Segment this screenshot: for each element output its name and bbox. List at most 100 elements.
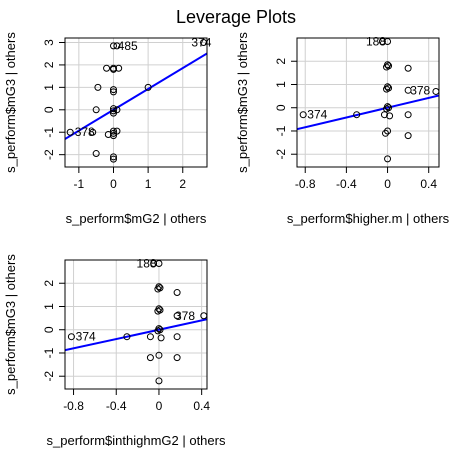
data-point	[146, 354, 154, 362]
data-point	[92, 150, 100, 158]
y-tick-label: 1	[42, 84, 56, 91]
data-point	[404, 132, 412, 140]
data-point	[155, 377, 163, 385]
data-point	[173, 312, 181, 320]
data-point	[109, 105, 117, 113]
data-point	[381, 129, 389, 137]
data-point	[299, 111, 307, 119]
x-tick-label: 2	[179, 177, 186, 191]
data-point	[380, 111, 388, 119]
x-tick-label: -0.8	[63, 399, 84, 413]
data-point	[94, 83, 102, 91]
point-label: 374	[76, 330, 96, 344]
data-point	[353, 111, 361, 119]
data-point	[109, 88, 117, 96]
point-label: 378	[175, 309, 195, 323]
plot-panels: 485 374 378 -1 0 1 2 -2 -1 0 1 2 3 s_perform$mG2 | ot…	[3, 32, 450, 448]
data-point	[123, 333, 131, 341]
data-point	[104, 130, 112, 138]
data-point	[432, 87, 440, 95]
x-tick-label: 0	[110, 177, 117, 191]
data-point	[66, 128, 74, 136]
y-tick-label: -1	[42, 127, 56, 138]
data-point	[404, 64, 412, 72]
point-label: 188	[366, 34, 386, 48]
data-point	[113, 127, 121, 135]
y-tick-label: -1	[274, 125, 288, 136]
x-tick-label: 1	[145, 177, 152, 191]
y-tick-label: 2	[274, 58, 288, 65]
y-axis-label: s_perform$mG3 | others	[3, 32, 18, 173]
point-label: 485	[118, 39, 138, 53]
x-axis-label: s_perform$higher.m | others	[287, 211, 450, 226]
data-point	[404, 86, 412, 94]
point-label: 188	[137, 256, 157, 270]
data-point	[386, 112, 394, 120]
y-axis-label: s_perform$mG3 | others	[235, 32, 250, 173]
data-point	[384, 127, 392, 135]
regression-line	[297, 94, 439, 131]
y-tick-label: -2	[42, 371, 56, 382]
data-point	[115, 64, 123, 72]
data-point	[67, 333, 75, 341]
y-tick-label: -1	[42, 347, 56, 358]
x-axis-label: s_perform$mG2 | others	[66, 211, 207, 226]
x-axis-label: s_perform$inthighmG2 | others	[47, 433, 226, 448]
regression-line	[65, 52, 207, 140]
x-tick-label: -0.4	[336, 177, 357, 191]
data-point	[89, 128, 97, 136]
data-point	[173, 333, 181, 341]
data-point	[155, 351, 163, 359]
y-tick-label: 2	[42, 280, 56, 287]
y-tick-label: 1	[274, 81, 288, 88]
figure-title: Leverage Plots	[176, 7, 296, 27]
data-point	[109, 42, 117, 50]
y-tick-label: 2	[42, 61, 56, 68]
data-point	[157, 334, 165, 342]
data-point	[113, 42, 121, 50]
data-point	[144, 83, 152, 91]
plot-frame	[64, 259, 208, 390]
data-point	[154, 307, 162, 315]
y-tick-label: -2	[42, 149, 56, 160]
data-point	[109, 65, 117, 73]
data-point	[384, 155, 392, 163]
data-point	[109, 107, 117, 115]
data-point	[109, 153, 117, 161]
x-tick-label: 0	[156, 399, 163, 413]
y-tick-label: 1	[42, 303, 56, 310]
leverage-plot-3: 188 374 378 -0.8 -0.4 0 0.4 -2 -1 0 1 2 s_perform$in…	[3, 254, 226, 448]
data-point	[154, 327, 162, 335]
plot-frame	[296, 37, 440, 168]
data-point	[109, 127, 117, 135]
data-point	[154, 285, 162, 293]
data-point	[404, 111, 412, 119]
data-point	[92, 106, 100, 114]
y-tick-label: 3	[42, 39, 56, 46]
x-tick-label: -0.8	[295, 177, 316, 191]
point-label: 378	[75, 125, 95, 139]
y-tick-label: -2	[274, 149, 288, 160]
x-tick-label: 0.4	[193, 399, 210, 413]
data-point	[109, 132, 117, 140]
y-tick-label: 0	[42, 106, 56, 113]
data-point	[383, 85, 391, 93]
y-axis-label: s_perform$mG3 | others	[3, 254, 18, 395]
data-point	[173, 289, 181, 297]
regression-line	[65, 318, 207, 352]
plot-frame	[64, 37, 208, 168]
x-tick-label: 0	[384, 177, 391, 191]
data-point	[383, 63, 391, 71]
data-point	[103, 64, 111, 72]
data-point	[173, 354, 181, 362]
x-tick-label: -0.4	[106, 399, 127, 413]
leverage-plot-2: 188 374 378 -0.8 -0.4 0 0.4 -2 -1 0 1 2 s_perform$hi…	[235, 32, 450, 226]
y-tick-label: 0	[42, 326, 56, 333]
x-tick-label: 0.4	[420, 177, 437, 191]
data-point	[113, 106, 121, 114]
y-tick-label: 0	[274, 104, 288, 111]
data-point	[109, 86, 117, 94]
point-label: 378	[410, 83, 430, 97]
